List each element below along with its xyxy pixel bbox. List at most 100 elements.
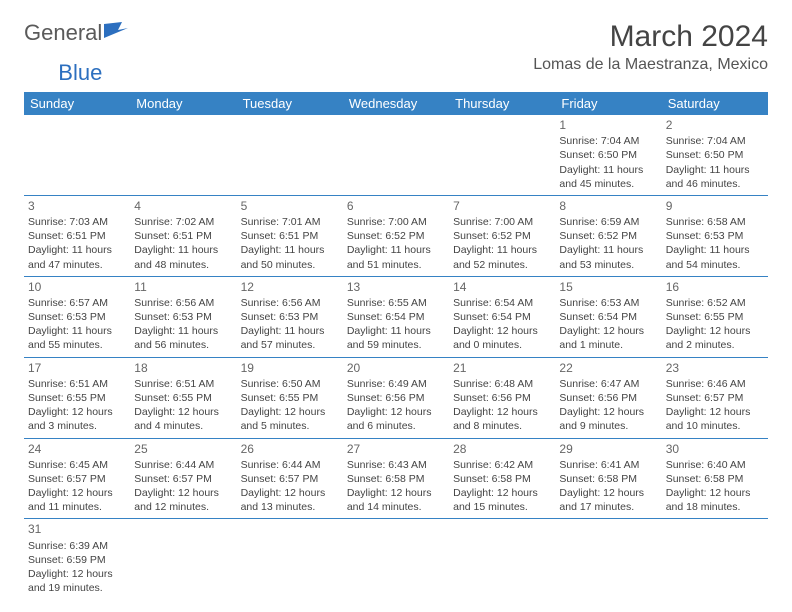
location: Lomas de la Maestranza, Mexico bbox=[533, 56, 768, 74]
day-number: 10 bbox=[28, 279, 126, 295]
calendar-row: 17Sunrise: 6:51 AMSunset: 6:55 PMDayligh… bbox=[24, 357, 768, 438]
day-number: 16 bbox=[666, 279, 764, 295]
calendar-row: 10Sunrise: 6:57 AMSunset: 6:53 PMDayligh… bbox=[24, 276, 768, 357]
daylight-text: Daylight: 12 hours and 19 minutes. bbox=[28, 567, 126, 595]
day-number: 25 bbox=[134, 441, 232, 457]
calendar-cell: 28Sunrise: 6:42 AMSunset: 6:58 PMDayligh… bbox=[449, 438, 555, 519]
sunrise-text: Sunrise: 6:43 AM bbox=[347, 458, 445, 472]
logo-text-blue: Blue bbox=[58, 60, 102, 86]
daylight-text: Daylight: 12 hours and 4 minutes. bbox=[134, 405, 232, 433]
sunset-text: Sunset: 6:58 PM bbox=[666, 472, 764, 486]
day-number: 9 bbox=[666, 198, 764, 214]
calendar-cell: 31Sunrise: 6:39 AMSunset: 6:59 PMDayligh… bbox=[24, 519, 130, 599]
daylight-text: Daylight: 12 hours and 2 minutes. bbox=[666, 324, 764, 352]
daylight-text: Daylight: 12 hours and 1 minute. bbox=[559, 324, 657, 352]
calendar-cell bbox=[343, 115, 449, 195]
calendar-cell: 11Sunrise: 6:56 AMSunset: 6:53 PMDayligh… bbox=[130, 276, 236, 357]
sunrise-text: Sunrise: 7:01 AM bbox=[241, 215, 339, 229]
day-number: 20 bbox=[347, 360, 445, 376]
daylight-text: Daylight: 12 hours and 13 minutes. bbox=[241, 486, 339, 514]
sunrise-text: Sunrise: 6:49 AM bbox=[347, 377, 445, 391]
calendar-cell: 17Sunrise: 6:51 AMSunset: 6:55 PMDayligh… bbox=[24, 357, 130, 438]
sunset-text: Sunset: 6:52 PM bbox=[453, 229, 551, 243]
sunset-text: Sunset: 6:59 PM bbox=[28, 553, 126, 567]
sunset-text: Sunset: 6:51 PM bbox=[28, 229, 126, 243]
day-number: 24 bbox=[28, 441, 126, 457]
calendar-cell: 8Sunrise: 6:59 AMSunset: 6:52 PMDaylight… bbox=[555, 195, 661, 276]
sunset-text: Sunset: 6:57 PM bbox=[134, 472, 232, 486]
sunset-text: Sunset: 6:53 PM bbox=[134, 310, 232, 324]
sunrise-text: Sunrise: 6:50 AM bbox=[241, 377, 339, 391]
sunset-text: Sunset: 6:58 PM bbox=[347, 472, 445, 486]
calendar-table: SundayMondayTuesdayWednesdayThursdayFrid… bbox=[24, 92, 768, 599]
sunrise-text: Sunrise: 6:58 AM bbox=[666, 215, 764, 229]
daylight-text: Daylight: 12 hours and 12 minutes. bbox=[134, 486, 232, 514]
calendar-cell: 19Sunrise: 6:50 AMSunset: 6:55 PMDayligh… bbox=[237, 357, 343, 438]
sunset-text: Sunset: 6:57 PM bbox=[241, 472, 339, 486]
sunset-text: Sunset: 6:57 PM bbox=[28, 472, 126, 486]
daylight-text: Daylight: 11 hours and 56 minutes. bbox=[134, 324, 232, 352]
day-number: 18 bbox=[134, 360, 232, 376]
weekday-header: Monday bbox=[130, 92, 236, 115]
calendar-cell bbox=[237, 519, 343, 599]
daylight-text: Daylight: 11 hours and 57 minutes. bbox=[241, 324, 339, 352]
sunrise-text: Sunrise: 7:00 AM bbox=[453, 215, 551, 229]
sunset-text: Sunset: 6:58 PM bbox=[453, 472, 551, 486]
calendar-cell: 12Sunrise: 6:56 AMSunset: 6:53 PMDayligh… bbox=[237, 276, 343, 357]
day-number: 28 bbox=[453, 441, 551, 457]
calendar-cell: 20Sunrise: 6:49 AMSunset: 6:56 PMDayligh… bbox=[343, 357, 449, 438]
sunset-text: Sunset: 6:56 PM bbox=[559, 391, 657, 405]
sunrise-text: Sunrise: 7:03 AM bbox=[28, 215, 126, 229]
day-number: 23 bbox=[666, 360, 764, 376]
calendar-row: 31Sunrise: 6:39 AMSunset: 6:59 PMDayligh… bbox=[24, 519, 768, 599]
sunrise-text: Sunrise: 6:51 AM bbox=[134, 377, 232, 391]
day-number: 15 bbox=[559, 279, 657, 295]
daylight-text: Daylight: 12 hours and 5 minutes. bbox=[241, 405, 339, 433]
day-number: 2 bbox=[666, 117, 764, 133]
weekday-header: Thursday bbox=[449, 92, 555, 115]
sunset-text: Sunset: 6:55 PM bbox=[28, 391, 126, 405]
calendar-cell: 24Sunrise: 6:45 AMSunset: 6:57 PMDayligh… bbox=[24, 438, 130, 519]
sunset-text: Sunset: 6:53 PM bbox=[28, 310, 126, 324]
sunset-text: Sunset: 6:54 PM bbox=[559, 310, 657, 324]
sunrise-text: Sunrise: 6:45 AM bbox=[28, 458, 126, 472]
day-number: 26 bbox=[241, 441, 339, 457]
calendar-cell bbox=[130, 519, 236, 599]
calendar-cell bbox=[555, 519, 661, 599]
daylight-text: Daylight: 11 hours and 46 minutes. bbox=[666, 163, 764, 191]
day-number: 7 bbox=[453, 198, 551, 214]
calendar-cell: 3Sunrise: 7:03 AMSunset: 6:51 PMDaylight… bbox=[24, 195, 130, 276]
sunset-text: Sunset: 6:54 PM bbox=[453, 310, 551, 324]
sunset-text: Sunset: 6:53 PM bbox=[666, 229, 764, 243]
sunset-text: Sunset: 6:53 PM bbox=[241, 310, 339, 324]
day-number: 21 bbox=[453, 360, 551, 376]
calendar-cell: 5Sunrise: 7:01 AMSunset: 6:51 PMDaylight… bbox=[237, 195, 343, 276]
day-number: 6 bbox=[347, 198, 445, 214]
daylight-text: Daylight: 12 hours and 14 minutes. bbox=[347, 486, 445, 514]
calendar-cell: 6Sunrise: 7:00 AMSunset: 6:52 PMDaylight… bbox=[343, 195, 449, 276]
daylight-text: Daylight: 12 hours and 6 minutes. bbox=[347, 405, 445, 433]
sunset-text: Sunset: 6:56 PM bbox=[453, 391, 551, 405]
sunset-text: Sunset: 6:52 PM bbox=[347, 229, 445, 243]
calendar-cell: 7Sunrise: 7:00 AMSunset: 6:52 PMDaylight… bbox=[449, 195, 555, 276]
daylight-text: Daylight: 12 hours and 17 minutes. bbox=[559, 486, 657, 514]
sunrise-text: Sunrise: 6:44 AM bbox=[241, 458, 339, 472]
day-number: 5 bbox=[241, 198, 339, 214]
month-title: March 2024 bbox=[533, 20, 768, 54]
daylight-text: Daylight: 11 hours and 48 minutes. bbox=[134, 243, 232, 271]
sunrise-text: Sunrise: 7:00 AM bbox=[347, 215, 445, 229]
sunrise-text: Sunrise: 6:51 AM bbox=[28, 377, 126, 391]
sunset-text: Sunset: 6:51 PM bbox=[241, 229, 339, 243]
day-number: 31 bbox=[28, 521, 126, 537]
calendar-cell bbox=[662, 519, 768, 599]
daylight-text: Daylight: 11 hours and 47 minutes. bbox=[28, 243, 126, 271]
day-number: 22 bbox=[559, 360, 657, 376]
sunrise-text: Sunrise: 6:59 AM bbox=[559, 215, 657, 229]
sunrise-text: Sunrise: 6:44 AM bbox=[134, 458, 232, 472]
daylight-text: Daylight: 12 hours and 10 minutes. bbox=[666, 405, 764, 433]
calendar-cell: 29Sunrise: 6:41 AMSunset: 6:58 PMDayligh… bbox=[555, 438, 661, 519]
day-number: 1 bbox=[559, 117, 657, 133]
sunrise-text: Sunrise: 7:04 AM bbox=[666, 134, 764, 148]
calendar-row: 1Sunrise: 7:04 AMSunset: 6:50 PMDaylight… bbox=[24, 115, 768, 195]
sunrise-text: Sunrise: 7:04 AM bbox=[559, 134, 657, 148]
